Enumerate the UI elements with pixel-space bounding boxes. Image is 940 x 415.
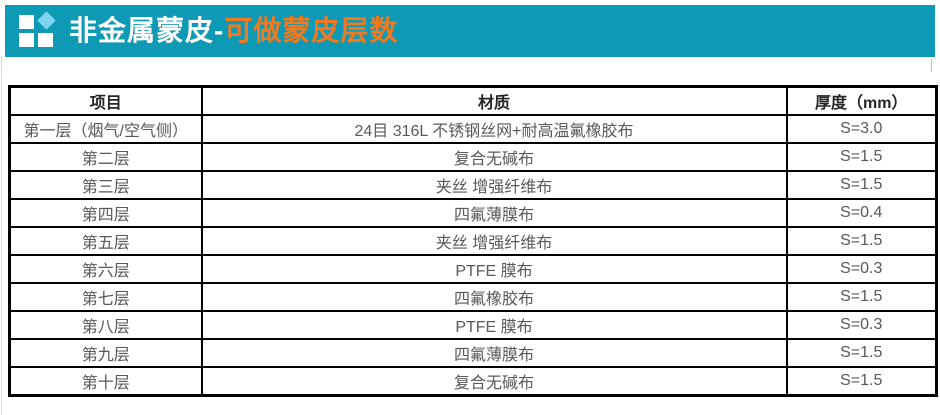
- thickness-cell: S=1.5: [785, 366, 938, 397]
- table-row: 第四层 四氟薄膜布 S=0.4: [8, 198, 938, 228]
- table-row: 第八层 PTFE 膜布 S=0.3: [8, 310, 938, 340]
- layer-cell: 第七层: [8, 282, 203, 312]
- material-cell: 24目 316L 不锈钢丝网+耐高温氟橡胶布: [200, 114, 788, 144]
- material-cell: PTFE 膜布: [200, 254, 788, 284]
- page-title-prefix: 非金属蒙皮-: [69, 15, 225, 46]
- layer-cell: 第五层: [8, 226, 203, 256]
- column-header-item: 项目: [8, 85, 203, 116]
- table-row: 第三层 夹丝 增强纤维布 S=1.5: [8, 170, 938, 200]
- layer-cell: 第六层: [8, 254, 203, 284]
- material-cell: 四氟薄膜布: [200, 338, 788, 368]
- page-edge-line: [1, 56, 2, 415]
- thickness-cell: S=0.3: [785, 254, 938, 284]
- thickness-cell: S=3.0: [785, 114, 938, 144]
- table-row: 第十层 复合无碱布 S=1.5: [8, 366, 938, 397]
- thickness-cell: S=1.5: [785, 142, 938, 172]
- table-row: 第九层 四氟薄膜布 S=1.5: [8, 338, 938, 368]
- material-cell: 夹丝 增强纤维布: [200, 170, 788, 200]
- page-title-highlight: 可做蒙皮层数: [224, 15, 399, 46]
- table-row: 第六层 PTFE 膜布 S=0.3: [8, 254, 938, 284]
- layer-cell: 第九层: [8, 338, 203, 368]
- table-row: 第七层 四氟橡胶布 S=1.5: [8, 282, 938, 312]
- layer-cell: 第八层: [8, 310, 203, 340]
- column-header-material: 材质: [200, 85, 788, 116]
- thickness-cell: S=0.4: [785, 198, 938, 228]
- layer-cell: 第十层: [8, 366, 203, 397]
- layer-cell: 第四层: [8, 198, 203, 228]
- grid-squares-icon: [19, 10, 56, 50]
- page-edge-tick: [931, 59, 932, 72]
- icon-square-bottom-left: [19, 32, 34, 47]
- material-cell: 复合无碱布: [200, 366, 788, 397]
- thickness-cell: S=1.5: [785, 282, 938, 312]
- material-cell: 四氟薄膜布: [200, 198, 788, 228]
- layers-spec-table: 项目 材质 厚度（mm） 第一层（烟气/空气侧） 24目 316L 不锈钢丝网+耐…: [8, 85, 938, 397]
- icon-diamond-top-right: [37, 10, 56, 30]
- thickness-cell: S=1.5: [785, 226, 938, 256]
- table-row: 第五层 夹丝 增强纤维布 S=1.5: [8, 226, 938, 256]
- layer-cell: 第二层: [8, 142, 203, 172]
- table-header-row: 项目 材质 厚度（mm）: [8, 85, 938, 116]
- title-bar: 非金属蒙皮-可做蒙皮层数: [5, 5, 935, 57]
- icon-square-bottom-right: [38, 32, 53, 47]
- material-cell: 四氟橡胶布: [200, 282, 788, 312]
- material-cell: 夹丝 增强纤维布: [200, 226, 788, 256]
- page-title: 非金属蒙皮-可做蒙皮层数: [69, 5, 398, 57]
- icon-square-top-left: [19, 14, 34, 29]
- table-row: 第一层（烟气/空气侧） 24目 316L 不锈钢丝网+耐高温氟橡胶布 S=3.0: [8, 114, 938, 144]
- thickness-cell: S=1.5: [785, 338, 938, 368]
- thickness-cell: S=0.3: [785, 310, 938, 340]
- material-cell: PTFE 膜布: [200, 310, 788, 340]
- thickness-cell: S=1.5: [785, 170, 938, 200]
- layer-cell: 第一层（烟气/空气侧）: [8, 114, 203, 144]
- material-cell: 复合无碱布: [200, 142, 788, 172]
- table-row: 第二层 复合无碱布 S=1.5: [8, 142, 938, 172]
- column-header-thickness: 厚度（mm）: [785, 85, 938, 116]
- layer-cell: 第三层: [8, 170, 203, 200]
